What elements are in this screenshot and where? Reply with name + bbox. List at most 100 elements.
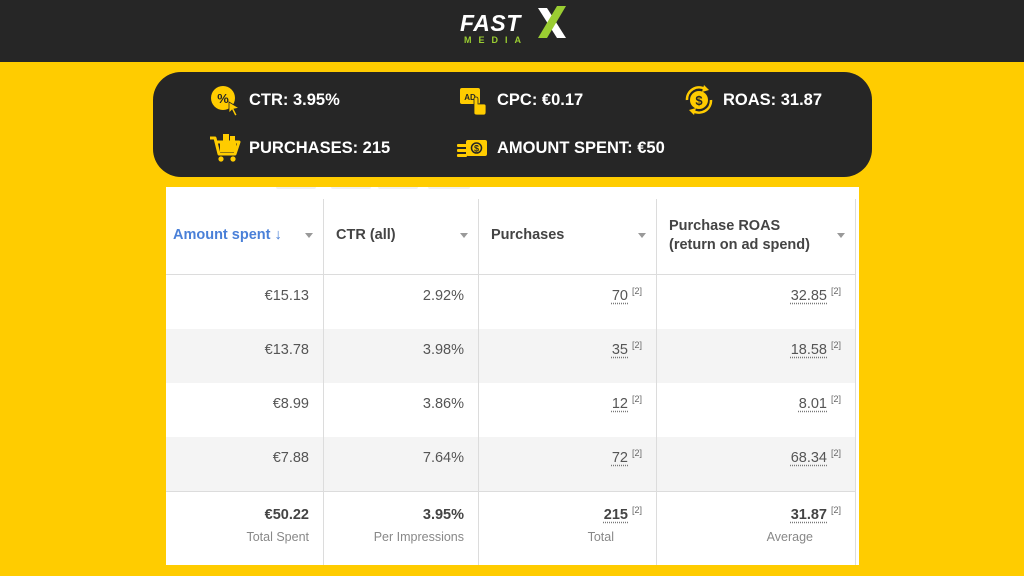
table-row: €13.78 3.98% 35 [2] 18.58 [2] xyxy=(166,329,856,383)
purchases-value[interactable]: 70 xyxy=(611,288,628,304)
summary-purchases-label: Total xyxy=(587,530,614,544)
note-marker: [2] xyxy=(830,340,841,350)
header-purchase-roas[interactable]: Purchase ROAS (return on ad spend) xyxy=(657,199,856,275)
cash-icon: $ xyxy=(457,140,487,157)
note-marker: [2] xyxy=(830,505,841,515)
summary-amount-value: €50.22 xyxy=(264,507,309,523)
cell-amount: €15.13 xyxy=(166,275,324,329)
cell-roas: 8.01 [2] xyxy=(657,383,856,437)
header-ctr[interactable]: CTR (all) xyxy=(324,199,479,275)
top-bar: FAST MEDIA xyxy=(0,0,1024,62)
note-marker: [2] xyxy=(631,505,642,515)
summary-ctr-value: 3.95% xyxy=(422,507,464,523)
svg-text:$: $ xyxy=(695,93,703,108)
ctr-value: 7.64% xyxy=(422,450,464,466)
ads-results-table: Amount spent ↓ CTR (all) Purchases Purch… xyxy=(166,187,859,565)
column-chip xyxy=(428,187,470,189)
note-marker: [2] xyxy=(830,394,841,404)
roas-value[interactable]: 8.01 xyxy=(798,396,827,412)
summary-ctr-label: Per Impressions xyxy=(373,530,464,544)
header-ctr-label: CTR (all) xyxy=(336,227,396,243)
amount-value: €7.88 xyxy=(272,450,309,466)
summary-roas-label: Average xyxy=(766,530,813,544)
amount-value: €15.13 xyxy=(264,288,309,304)
header-amount-spent-label: Amount spent ↓ xyxy=(173,227,282,243)
table-row: €7.88 7.64% 72 [2] 68.34 [2] xyxy=(166,437,856,491)
logo-subword: MEDIA xyxy=(464,35,528,45)
cell-ctr: 2.92% xyxy=(324,275,479,329)
table-grid: Amount spent ↓ CTR (all) Purchases Purch… xyxy=(166,199,856,565)
metric-cpc: AD CPC: €0.17 xyxy=(457,84,583,116)
logo-word: FAST xyxy=(460,10,521,36)
cell-purchases: 12 [2] xyxy=(479,383,657,437)
cell-amount: €8.99 xyxy=(166,383,324,437)
cell-ctr: 7.64% xyxy=(324,437,479,491)
metric-ctr: % CTR: 3.95% xyxy=(209,84,340,116)
sort-caret-icon[interactable] xyxy=(638,233,646,238)
header-purchases-label: Purchases xyxy=(491,227,565,243)
table-row: €15.13 2.92% 70 [2] 32.85 [2] xyxy=(166,275,856,329)
roas-value[interactable]: 68.34 xyxy=(790,450,827,466)
metric-amount-spent-label: AMOUNT SPENT: €50 xyxy=(497,138,665,157)
column-chip xyxy=(276,187,316,189)
shopping-cart-icon xyxy=(210,134,241,162)
summary-roas-value[interactable]: 31.87 xyxy=(790,507,827,523)
purchases-value[interactable]: 72 xyxy=(611,450,628,466)
cell-roas: 18.58 [2] xyxy=(657,329,856,383)
amount-value: €8.99 xyxy=(272,396,309,412)
cell-roas: 68.34 [2] xyxy=(657,437,856,491)
summary-purchases-value[interactable]: 215 xyxy=(603,507,628,523)
summary-ctr: 3.95% Per Impressions xyxy=(324,492,479,565)
cell-ctr: 3.98% xyxy=(324,329,479,383)
metric-roas: $ ROAS: 31.87 xyxy=(683,84,822,116)
ctr-value: 3.98% xyxy=(422,342,464,358)
metrics-panel: % CTR: 3.95% AD CPC: €0.17 $ ROAS: 31.87 xyxy=(153,72,872,177)
column-chip xyxy=(331,187,371,189)
column-chip xyxy=(378,187,418,189)
purchases-value[interactable]: 35 xyxy=(611,342,628,358)
sort-caret-icon[interactable] xyxy=(837,233,845,238)
percent-icon: % xyxy=(211,86,241,116)
header-roas-label: Purchase ROAS (return on ad spend) xyxy=(669,217,810,255)
svg-text:%: % xyxy=(217,91,229,106)
metric-amount-spent: $ AMOUNT SPENT: €50 xyxy=(455,132,665,164)
svg-text:$: $ xyxy=(474,144,479,154)
summary-roas: 31.87 [2] Average xyxy=(657,492,856,565)
cell-amount: €7.88 xyxy=(166,437,324,491)
metric-cpc-label: CPC: €0.17 xyxy=(497,90,584,109)
note-marker: [2] xyxy=(631,286,642,296)
note-marker: [2] xyxy=(830,448,841,458)
ctr-value: 2.92% xyxy=(422,288,464,304)
roas-value[interactable]: 32.85 xyxy=(790,288,827,304)
cell-roas: 32.85 [2] xyxy=(657,275,856,329)
header-amount-spent[interactable]: Amount spent ↓ xyxy=(166,199,324,275)
cell-purchases: 35 [2] xyxy=(479,329,657,383)
metric-purchases: PURCHASES: 215 xyxy=(209,132,390,164)
cell-purchases: 72 [2] xyxy=(479,437,657,491)
note-marker: [2] xyxy=(631,394,642,404)
money-cycle-icon: $ xyxy=(685,85,713,115)
ctr-value: 3.86% xyxy=(422,396,464,412)
table-row: €8.99 3.86% 12 [2] 8.01 [2] xyxy=(166,383,856,437)
note-marker: [2] xyxy=(631,448,642,458)
metric-ctr-label: CTR: 3.95% xyxy=(249,90,340,109)
cell-ctr: 3.86% xyxy=(324,383,479,437)
table-header-row: Amount spent ↓ CTR (all) Purchases Purch… xyxy=(166,199,856,275)
cell-purchases: 70 [2] xyxy=(479,275,657,329)
metric-purchases-label: PURCHASES: 215 xyxy=(249,138,391,157)
logo-x-icon xyxy=(538,6,566,38)
header-roas-line2: (return on ad spend) xyxy=(669,237,810,253)
sort-caret-icon[interactable] xyxy=(305,233,313,238)
fastx-media-logo: FAST MEDIA xyxy=(460,6,570,50)
summary-purchases: 215 [2] Total xyxy=(479,492,657,565)
note-marker: [2] xyxy=(631,340,642,350)
header-roas-line1: Purchase ROAS xyxy=(669,218,781,234)
purchases-value[interactable]: 12 xyxy=(611,396,628,412)
roas-value[interactable]: 18.58 xyxy=(790,342,827,358)
sort-caret-icon[interactable] xyxy=(460,233,468,238)
metric-roas-label: ROAS: 31.87 xyxy=(723,90,823,109)
table-summary-row: €50.22 Total Spent 3.95% Per Impressions… xyxy=(166,491,856,565)
header-purchases[interactable]: Purchases xyxy=(479,199,657,275)
svg-text:AD: AD xyxy=(464,93,476,102)
summary-amount-label: Total Spent xyxy=(246,530,309,544)
